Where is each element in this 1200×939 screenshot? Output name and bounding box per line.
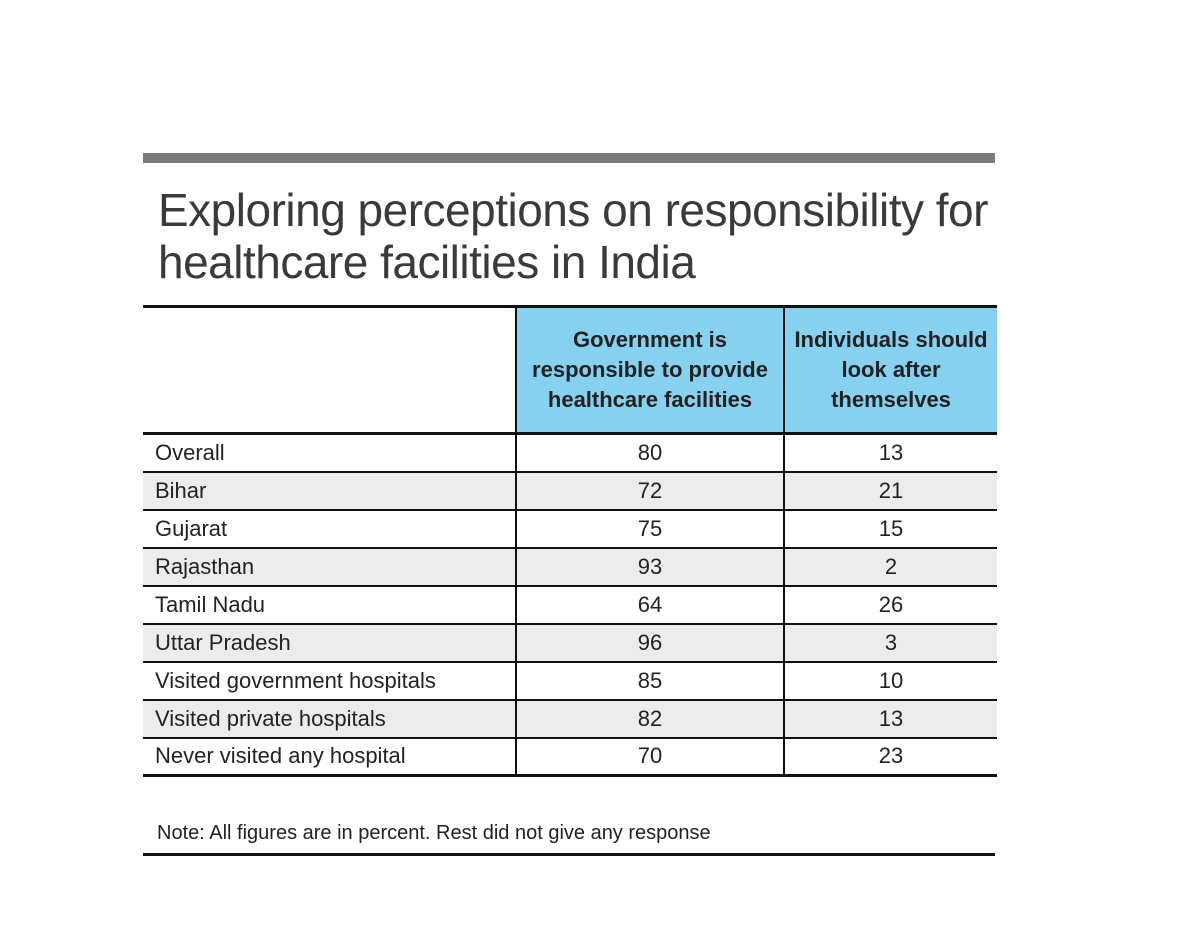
table-header-row: Government is responsible to provide hea… (143, 305, 997, 435)
row-label: Uttar Pradesh (143, 623, 516, 663)
cell-individuals: 26 (784, 585, 997, 625)
cell-individuals: 21 (784, 471, 997, 511)
cell-government: 96 (515, 623, 785, 663)
row-label: Tamil Nadu (143, 585, 516, 625)
chart-title: Exploring perceptions on responsibility … (158, 184, 988, 288)
cell-government: 80 (515, 433, 785, 473)
row-label: Visited government hospitals (143, 661, 516, 701)
cell-individuals: 15 (784, 509, 997, 549)
cell-individuals: 13 (784, 433, 997, 473)
header-individuals: Individuals should look after themselves (784, 305, 997, 435)
row-label: Gujarat (143, 509, 516, 549)
cell-government: 72 (515, 471, 785, 511)
cell-government: 64 (515, 585, 785, 625)
footnote: Note: All figures are in percent. Rest d… (143, 815, 995, 856)
cell-individuals: 2 (784, 547, 997, 587)
table-row: Visited private hospitals 82 13 (143, 699, 997, 739)
table-row: Rajasthan 93 2 (143, 547, 997, 587)
data-table-container: Government is responsible to provide hea… (143, 305, 997, 777)
row-label: Never visited any hospital (143, 737, 516, 777)
cell-government: 93 (515, 547, 785, 587)
cell-government: 82 (515, 699, 785, 739)
cell-individuals: 23 (784, 737, 997, 777)
top-rule (143, 153, 995, 163)
table-row: Visited government hospitals 85 10 (143, 661, 997, 701)
row-label: Overall (143, 433, 516, 473)
header-government: Government is responsible to provide hea… (515, 305, 785, 435)
table-row: Overall 80 13 (143, 433, 997, 473)
header-stub (143, 305, 516, 435)
cell-individuals: 3 (784, 623, 997, 663)
cell-government: 85 (515, 661, 785, 701)
table-row: Uttar Pradesh 96 3 (143, 623, 997, 663)
table-row: Bihar 72 21 (143, 471, 997, 511)
table-row: Tamil Nadu 64 26 (143, 585, 997, 625)
table-row: Never visited any hospital 70 23 (143, 737, 997, 777)
row-label: Visited private hospitals (143, 699, 516, 739)
row-label: Bihar (143, 471, 516, 511)
table-row: Gujarat 75 15 (143, 509, 997, 549)
row-label: Rajasthan (143, 547, 516, 587)
cell-government: 70 (515, 737, 785, 777)
table-body: Overall 80 13 Bihar 72 21 Gujarat 75 15 Rajasthan… (143, 433, 997, 777)
cell-individuals: 10 (784, 661, 997, 701)
cell-government: 75 (515, 509, 785, 549)
cell-individuals: 13 (784, 699, 997, 739)
data-table: Government is responsible to provide hea… (143, 305, 997, 777)
